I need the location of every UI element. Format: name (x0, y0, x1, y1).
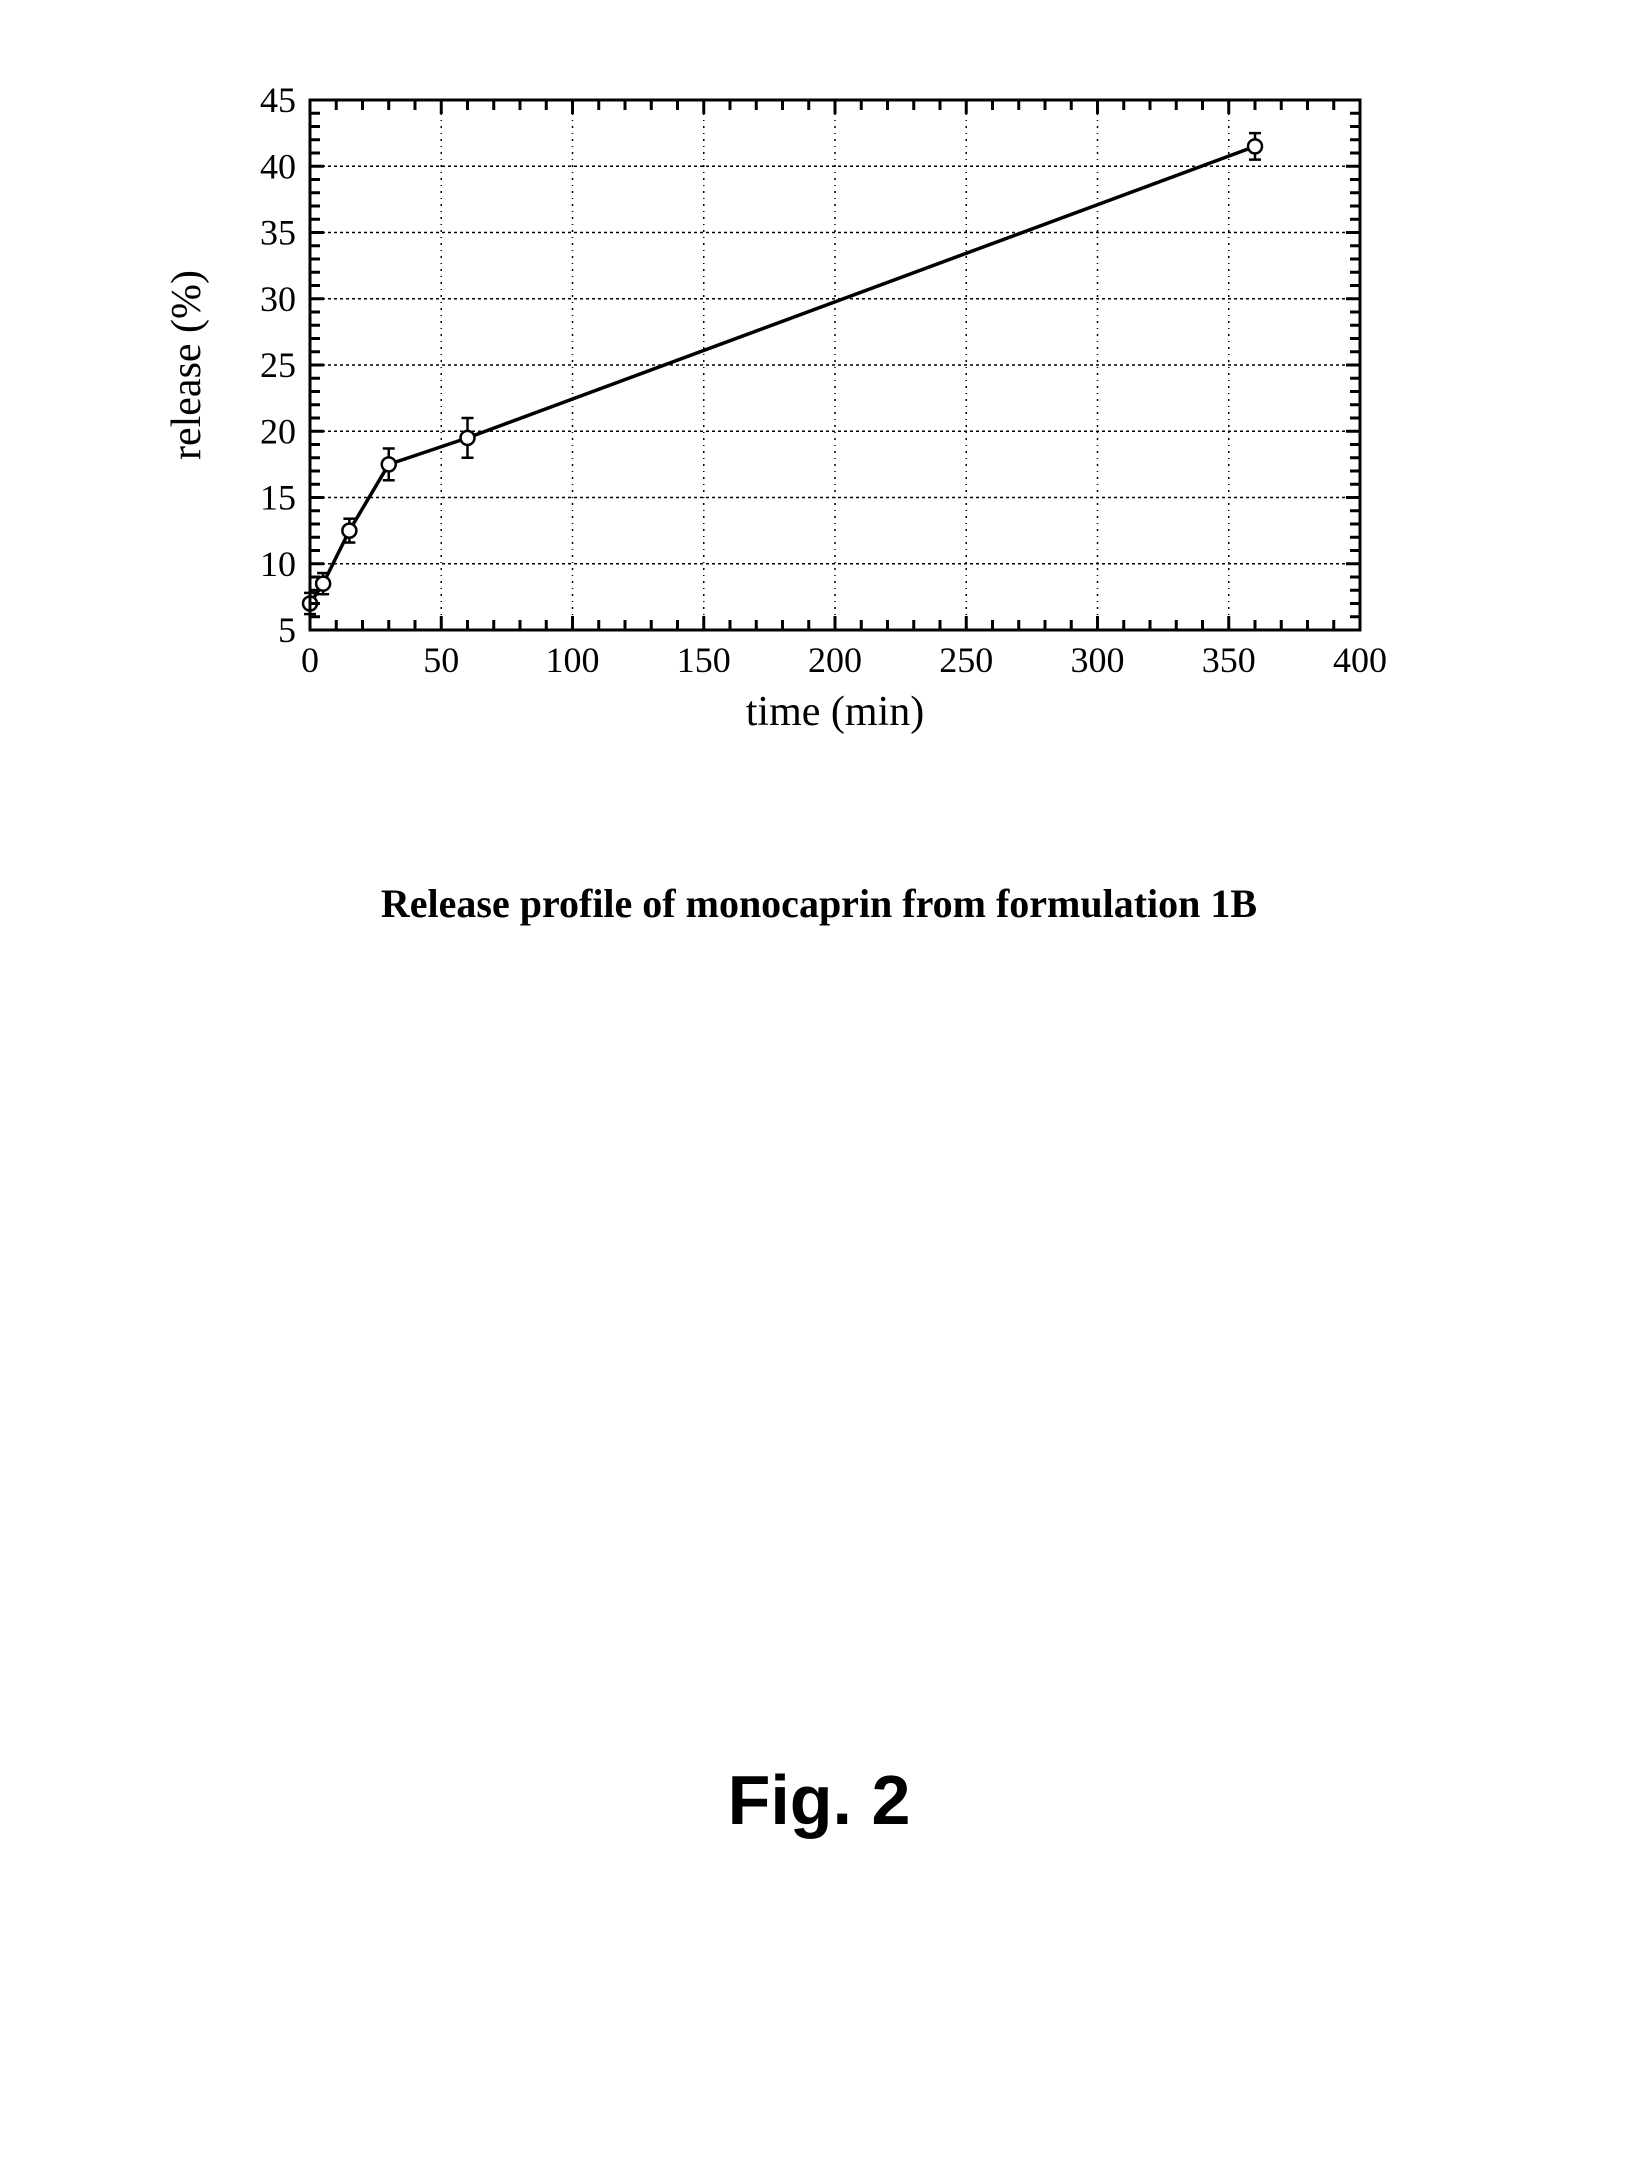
svg-text:100: 100 (546, 640, 600, 680)
svg-text:15: 15 (260, 478, 296, 518)
svg-text:200: 200 (808, 640, 862, 680)
svg-text:25: 25 (260, 345, 296, 385)
figure-label: Fig. 2 (0, 1760, 1638, 1840)
svg-text:time (min): time (min) (746, 689, 924, 735)
svg-text:400: 400 (1333, 640, 1387, 680)
svg-text:0: 0 (301, 640, 319, 680)
svg-text:40: 40 (260, 146, 296, 186)
svg-text:45: 45 (260, 80, 296, 120)
release-chart: 0 50 100 150 200 250 300 350 400 5 10 15 20 25 30 35 40 4… (120, 80, 1440, 800)
chart-caption: Release profile of monocaprin from formu… (0, 880, 1638, 927)
svg-text:5: 5 (278, 610, 296, 650)
svg-text:35: 35 (260, 213, 296, 253)
svg-text:350: 350 (1202, 640, 1256, 680)
svg-text:300: 300 (1071, 640, 1125, 680)
svg-text:150: 150 (677, 640, 731, 680)
svg-text:release (%): release (%) (164, 270, 210, 460)
chart-svg: 0 50 100 150 200 250 300 350 400 5 10 15 20 25 30 35 40 4… (120, 80, 1440, 800)
svg-text:10: 10 (260, 544, 296, 584)
svg-text:50: 50 (423, 640, 459, 680)
svg-text:20: 20 (260, 411, 296, 451)
svg-text:250: 250 (939, 640, 993, 680)
svg-text:30: 30 (260, 279, 296, 319)
